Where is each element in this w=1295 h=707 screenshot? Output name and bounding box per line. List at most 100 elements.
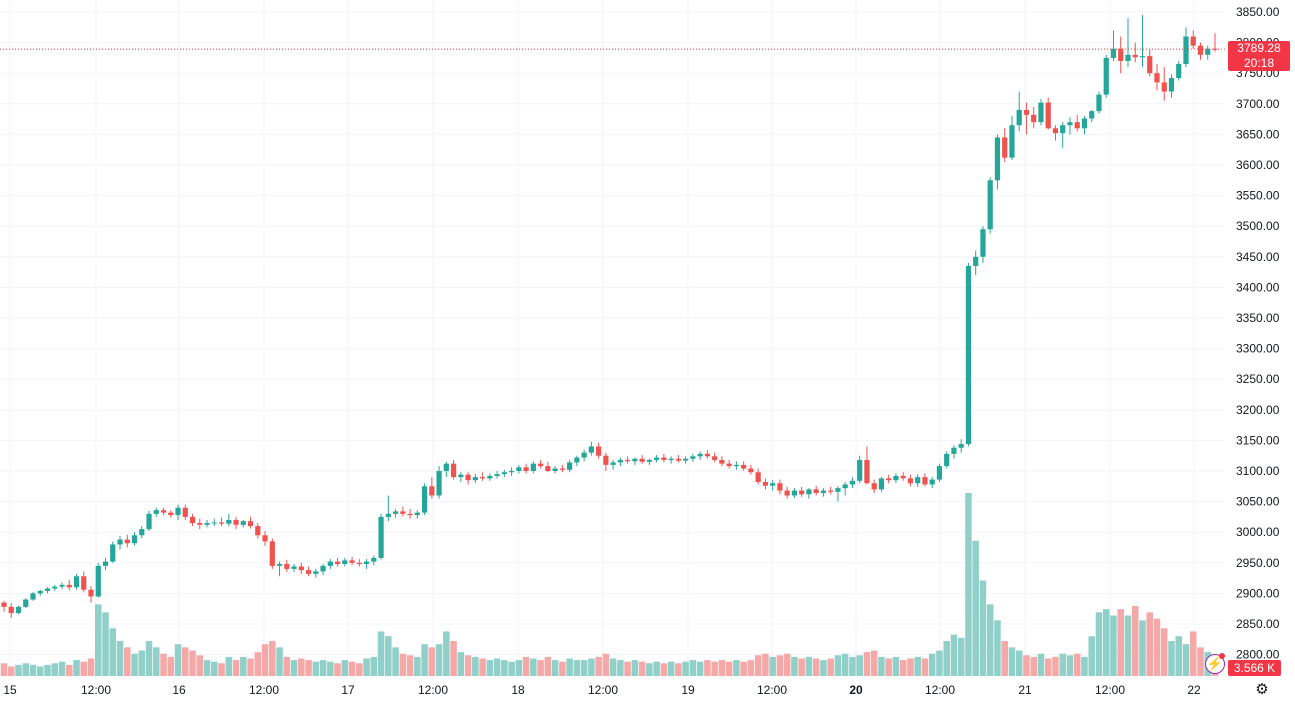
price-tick-label: 3600.00: [1236, 158, 1280, 172]
volume-bar: [363, 658, 370, 676]
volume-bar: [414, 656, 421, 676]
candle-body: [298, 566, 304, 571]
candle-body: [414, 512, 420, 516]
price-tick-label: 3150.00: [1236, 433, 1280, 447]
volume-bar: [660, 663, 668, 676]
candle-body: [479, 477, 486, 479]
volume-bar: [211, 661, 218, 676]
volume-bar: [566, 658, 573, 676]
candle-body: [66, 584, 72, 588]
time-tick-label: 18: [511, 683, 525, 697]
volume-bar: [1088, 636, 1095, 676]
volume-bar: [856, 655, 863, 676]
volume-bar: [443, 631, 450, 676]
candle-body: [538, 463, 544, 467]
volume-bar: [435, 644, 443, 676]
lightning-icon[interactable]: ⚡: [1205, 654, 1225, 674]
candle-body: [458, 474, 464, 478]
candle-body: [936, 466, 943, 480]
candle-body: [153, 510, 159, 514]
volume-bar: [109, 628, 117, 676]
candle-body: [1060, 125, 1066, 134]
volume-bar: [573, 660, 581, 676]
volume-bar: [203, 660, 211, 676]
candle-body: [269, 541, 275, 566]
price-tick-label: 3000.00: [1236, 525, 1280, 539]
volume-bar: [1175, 636, 1183, 676]
candle-body: [392, 511, 399, 514]
candle-body: [363, 561, 370, 565]
price-tick-label: 3350.00: [1236, 311, 1280, 325]
volume-bar: [1030, 656, 1037, 676]
candle-body: [791, 490, 798, 496]
candle-body: [160, 510, 167, 513]
volume-bar: [892, 656, 900, 676]
candle-body: [1161, 82, 1167, 92]
candle-body: [864, 459, 870, 484]
volume-bar: [631, 660, 639, 676]
candle-body: [755, 472, 761, 483]
volume-bar: [515, 660, 523, 676]
volume-bar: [341, 660, 349, 676]
volume-bar: [986, 604, 994, 676]
candle-body: [857, 459, 863, 481]
volume-bar: [428, 647, 436, 676]
volume-bar: [269, 640, 276, 676]
volume-bar: [327, 661, 334, 676]
candle-body: [102, 561, 109, 566]
volume-bar: [718, 660, 726, 676]
candle-body: [291, 566, 297, 569]
time-tick-label: 12:00: [925, 683, 955, 697]
candle-body: [777, 483, 783, 491]
volume-bar: [1110, 615, 1117, 676]
candle-body: [965, 265, 972, 445]
volume-bar: [225, 656, 233, 676]
volume-bar: [290, 660, 298, 676]
candle-body: [233, 519, 239, 525]
candle-body: [73, 576, 80, 588]
volume-bar: [348, 661, 356, 676]
candle-body: [922, 477, 928, 485]
volume-bar: [870, 650, 878, 676]
volume-bar: [1168, 640, 1175, 676]
volume-bar: [979, 580, 987, 676]
candle-body: [8, 606, 14, 613]
candle-body: [625, 459, 631, 462]
volume-bar: [885, 658, 892, 676]
volume-bar: [682, 661, 689, 676]
volume-bar: [189, 650, 196, 676]
volume-bar: [124, 647, 131, 676]
volume-bar: [334, 663, 341, 676]
price-tick-label: 3650.00: [1236, 127, 1280, 141]
candle-body: [668, 458, 674, 460]
candle-body: [1103, 57, 1109, 95]
volume-bar: [1037, 653, 1045, 676]
countdown-timer: 20:18: [1243, 56, 1275, 70]
candle-body: [320, 565, 326, 572]
volume-bar: [943, 640, 950, 676]
volume-bar: [319, 660, 327, 676]
volume-bar: [160, 653, 167, 676]
volume-bar: [537, 660, 544, 676]
volume-bar: [747, 660, 755, 676]
volume-bar: [1117, 609, 1124, 676]
candle-body: [465, 474, 471, 481]
candle-body: [683, 458, 689, 461]
candle-body: [501, 472, 507, 475]
volume-bar: [1044, 658, 1052, 676]
volume-bar: [805, 656, 813, 676]
volume-bar: [522, 656, 530, 676]
volume-bar: [283, 656, 291, 676]
gear-icon[interactable]: ⚙: [1255, 681, 1269, 698]
volume-bar: [73, 660, 80, 676]
candle-body: [552, 468, 558, 471]
candle-body: [182, 507, 188, 517]
volume-bar: [305, 660, 312, 676]
candle-body: [639, 458, 645, 462]
candle-body: [189, 516, 196, 524]
price-tick-label: 3850.00: [1236, 5, 1280, 19]
volume-bar: [899, 660, 907, 676]
candle-body: [276, 564, 283, 566]
